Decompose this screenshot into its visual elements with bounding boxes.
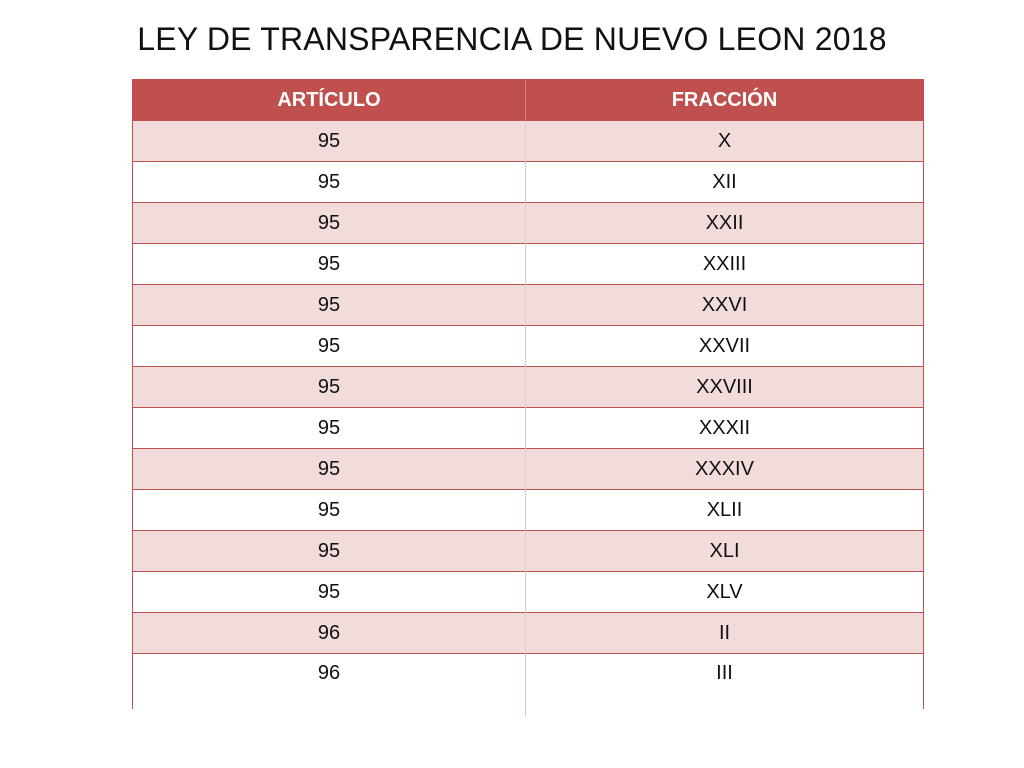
cell-fraccion: XLV (525, 571, 923, 613)
page-title: LEY DE TRANSPARENCIA DE NUEVO LEON 2018 (137, 21, 887, 57)
cell-fraccion: XXII (525, 202, 923, 244)
table-row: 95 XLII (133, 489, 923, 531)
table-row: 95 XXXIV (133, 448, 923, 490)
cell-articulo: 95 (133, 243, 526, 285)
cell-fraccion: XXVIII (525, 366, 923, 408)
cell-articulo: 95 (133, 448, 526, 490)
cell-fraccion: XXIII (525, 243, 923, 285)
table-row: 95 XXVI (133, 284, 923, 326)
cell-articulo: 95 (133, 325, 526, 367)
table-body: 95 X 95 XII 95 XXII 95 XXIII 95 XXVI 95 XXVII 95 XXVI… (133, 120, 923, 717)
table-row: 95 XLI (133, 530, 923, 572)
cell-articulo: 95 (133, 202, 526, 244)
cell-fraccion: XXVII (525, 325, 923, 367)
cell-articulo: 95 (133, 366, 526, 408)
transparency-table: ARTÍCULO FRACCIÓN 95 X 95 XII 95 XXII 95 XXIII 9… (132, 79, 924, 717)
cell-fraccion: X (525, 120, 923, 162)
cell-fraccion: XXVI (525, 284, 923, 326)
table-row: 95 XXVII (133, 325, 923, 367)
cell-fraccion: XXXIV (525, 448, 923, 490)
cell-fraccion: XXXII (525, 407, 923, 449)
cell-fraccion: III (525, 653, 923, 717)
cell-fraccion: II (525, 612, 923, 654)
cell-articulo: 95 (133, 407, 526, 449)
table-row: 95 XLV (133, 571, 923, 613)
table-row: 95 XII (133, 161, 923, 203)
cell-articulo: 95 (133, 571, 526, 613)
cell-articulo: 96 (133, 612, 526, 654)
cell-articulo: 95 (133, 120, 526, 162)
articles-table: ARTÍCULO FRACCIÓN 95 X 95 XII 95 XXII 95 XXIII 9… (133, 80, 923, 717)
cell-articulo: 95 (133, 284, 526, 326)
header-articulo: ARTÍCULO (133, 80, 526, 121)
table-row: 95 XXIII (133, 243, 923, 285)
table-row: 95 XXXII (133, 407, 923, 449)
cell-fraccion: XLI (525, 530, 923, 572)
table-row: 95 X (133, 120, 923, 162)
cell-articulo: 96 (133, 653, 526, 717)
table-row: 96 III (133, 653, 923, 717)
header-fraccion: FRACCIÓN (525, 80, 923, 121)
table-header-row: ARTÍCULO FRACCIÓN (133, 80, 923, 121)
table-row: 95 XXVIII (133, 366, 923, 408)
table-row: 95 XXII (133, 202, 923, 244)
cell-fraccion: XLII (525, 489, 923, 531)
cell-fraccion: XII (525, 161, 923, 203)
table-row: 96 II (133, 612, 923, 654)
cell-articulo: 95 (133, 161, 526, 203)
cell-articulo: 95 (133, 530, 526, 572)
cell-articulo: 95 (133, 489, 526, 531)
